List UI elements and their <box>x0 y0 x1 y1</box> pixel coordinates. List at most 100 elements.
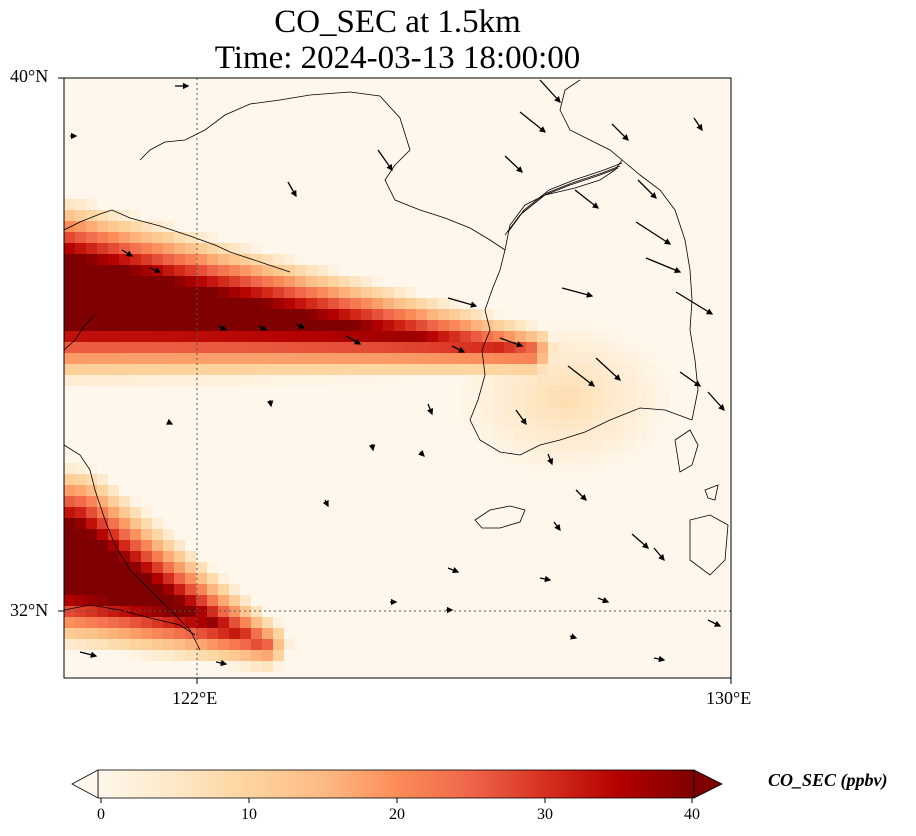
heatmap-cell <box>119 496 131 508</box>
heatmap-cell <box>614 562 626 574</box>
heatmap-cell <box>570 441 582 453</box>
heatmap-cell <box>262 463 274 475</box>
heatmap-cell <box>108 309 120 321</box>
heatmap-cell <box>152 628 164 640</box>
heatmap-cell <box>383 408 395 420</box>
heatmap-cell <box>680 529 692 541</box>
heatmap-cell <box>372 188 384 200</box>
heatmap-cell <box>625 562 637 574</box>
heatmap-cell <box>262 562 274 574</box>
heatmap-cell <box>130 364 142 376</box>
heatmap-cell <box>449 584 461 596</box>
heatmap-cell <box>372 309 384 321</box>
heatmap-cell <box>592 540 604 552</box>
heatmap-cell <box>515 419 527 431</box>
heatmap-cell <box>339 485 351 497</box>
heatmap-cell <box>119 595 131 607</box>
heatmap-cell <box>97 540 109 552</box>
heatmap-cell <box>526 155 538 167</box>
heatmap-cell <box>669 485 681 497</box>
heatmap-cell <box>130 122 142 134</box>
heatmap-cell <box>383 122 395 134</box>
heatmap-cell <box>438 397 450 409</box>
heatmap-cell <box>581 650 593 662</box>
heatmap-cell <box>669 210 681 222</box>
heatmap-cell <box>680 485 692 497</box>
heatmap-cell <box>174 155 186 167</box>
heatmap-cell <box>383 144 395 156</box>
heatmap-cell <box>482 672 494 678</box>
heatmap-cell <box>196 672 208 678</box>
wind-arrow <box>574 189 600 209</box>
heatmap-cell <box>405 331 417 343</box>
heatmap-cell <box>449 639 461 651</box>
heatmap-cell <box>658 485 670 497</box>
heatmap-cell <box>493 397 505 409</box>
heatmap-cell <box>383 386 395 398</box>
heatmap-cell <box>449 320 461 332</box>
heatmap-cell <box>273 309 285 321</box>
heatmap-cell <box>416 364 428 376</box>
heatmap-cell <box>614 441 626 453</box>
heatmap-cell <box>603 551 615 563</box>
heatmap-cell <box>493 177 505 189</box>
heatmap-cell <box>669 375 681 387</box>
heatmap-cell <box>680 452 692 464</box>
heatmap-cell <box>295 441 307 453</box>
heatmap-cell <box>185 584 197 596</box>
heatmap-cell <box>339 144 351 156</box>
heatmap-cell <box>64 188 76 200</box>
heatmap-cell <box>559 540 571 552</box>
heatmap-cell <box>427 254 439 266</box>
heatmap-cell <box>152 430 164 442</box>
heatmap-cell <box>658 507 670 519</box>
heatmap-cell <box>185 661 197 673</box>
heatmap-cell <box>658 650 670 662</box>
heatmap-cell <box>493 584 505 596</box>
heatmap-cell <box>526 232 538 244</box>
heatmap-cell <box>273 661 285 673</box>
heatmap-cell <box>262 353 274 365</box>
heatmap-cell <box>306 540 318 552</box>
heatmap-cell <box>328 540 340 552</box>
heatmap-cell <box>306 243 318 255</box>
wind-arrow <box>653 655 666 663</box>
heatmap-cell <box>97 232 109 244</box>
heatmap-cell <box>141 562 153 574</box>
heatmap-cell <box>416 584 428 596</box>
colorbar-extend-low <box>71 769 99 799</box>
heatmap-cell <box>152 518 164 530</box>
wind-arrow <box>266 399 274 408</box>
heatmap-cell <box>438 309 450 321</box>
heatmap-cell <box>416 166 428 178</box>
heatmap-cell <box>471 474 483 486</box>
heatmap-cell <box>713 309 725 321</box>
heatmap-cell <box>493 595 505 607</box>
heatmap-cell <box>174 243 186 255</box>
heatmap-cell <box>680 89 692 101</box>
heatmap-cell <box>163 540 175 552</box>
heatmap-cell <box>405 650 417 662</box>
heatmap-cell <box>537 628 549 640</box>
heatmap-cell <box>680 617 692 629</box>
heatmap-cell <box>559 430 571 442</box>
heatmap-cell <box>658 309 670 321</box>
heatmap-cell <box>394 309 406 321</box>
heatmap-cell <box>251 551 263 563</box>
heatmap-cell <box>405 518 417 530</box>
heatmap-cell <box>108 584 120 596</box>
heatmap-cell <box>515 661 527 673</box>
heatmap-cell <box>108 276 120 288</box>
heatmap-cell <box>548 155 560 167</box>
heatmap-cell <box>240 507 252 519</box>
heatmap-cell <box>152 463 164 475</box>
heatmap-cell <box>658 177 670 189</box>
heatmap-cell <box>317 650 329 662</box>
heatmap-cell <box>493 518 505 530</box>
heatmap-cell <box>240 320 252 332</box>
heatmap-cell <box>592 188 604 200</box>
heatmap-cell <box>647 419 659 431</box>
heatmap-cell <box>229 529 241 541</box>
heatmap-cell <box>185 144 197 156</box>
heatmap-cell <box>97 111 109 123</box>
